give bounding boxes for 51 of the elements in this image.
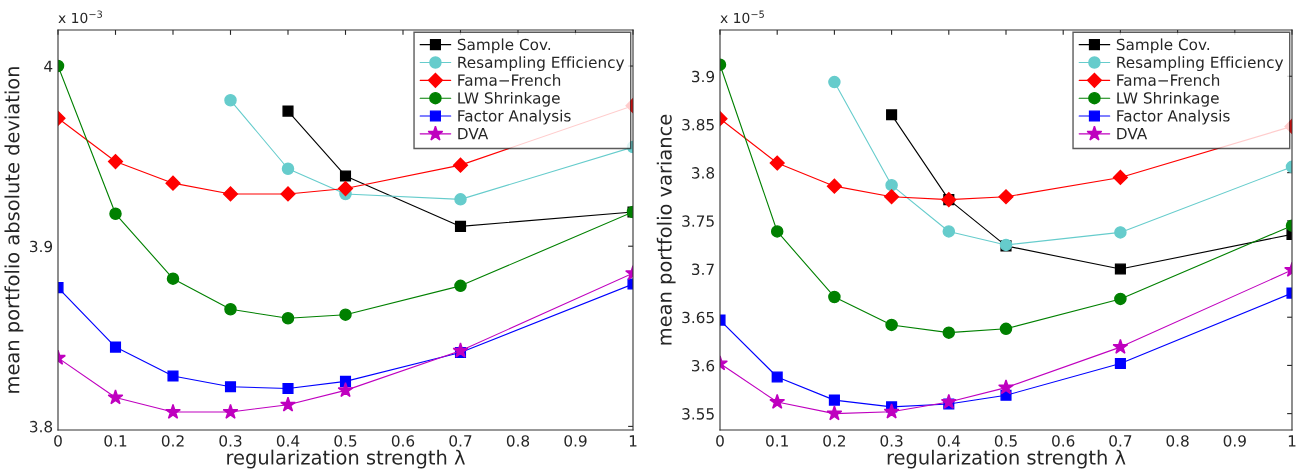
x-tick-label: 0.9 (1223, 435, 1246, 447)
y-tick-label: 3.8 (30, 420, 53, 433)
y-tick-label: 3.55 (682, 408, 714, 420)
x-tick-label: 1 (1288, 435, 1296, 447)
x-tick-label: 0.4 (276, 435, 300, 447)
x-tick-label: 0.7 (449, 435, 472, 447)
x-tick-label: 0.4 (937, 435, 961, 447)
legend-label: Fama−French (458, 74, 561, 86)
x-tick-label: 0.7 (1109, 435, 1132, 447)
x-axis-title: regularization strength λ (227, 449, 465, 469)
x-tick-label: 0.5 (994, 435, 1017, 447)
y-tick-label: 4 (44, 60, 53, 72)
legend-label: LW Shrinkage (1117, 91, 1219, 107)
y-tick-label: 3.75 (682, 215, 714, 227)
legend-label: Sample Cov. (457, 38, 551, 54)
y-tick-label: 3.65 (682, 311, 714, 324)
x-tick-label: 0.2 (823, 435, 846, 447)
legend-label: DVA (1117, 128, 1148, 140)
legend-label: LW Shrinkage (458, 91, 560, 107)
legend-label: Resampling Efficiency (1117, 56, 1284, 72)
x-tick-label: 0.1 (104, 435, 127, 447)
x-tick-label: 0.3 (219, 435, 242, 447)
y-tick-label: 3.7 (692, 263, 714, 276)
x-tick-label: 0.6 (391, 435, 415, 447)
x-tick-label: 0.1 (766, 435, 788, 447)
x-tick-label: 0.6 (1052, 435, 1075, 447)
y-tick-label: 3.85 (682, 118, 714, 131)
text: x 10$^{−3}$ (58, 10, 102, 24)
x-tick-label: 0.8 (1166, 435, 1189, 447)
legend-label: Fama−French (1117, 74, 1220, 86)
x-tick-label: 0.2 (161, 435, 184, 447)
x-tick-label: 1 (629, 435, 637, 447)
x-tick-label: 0 (716, 435, 724, 447)
text: x 10$^{−5}$ (720, 10, 764, 24)
legend-label: Factor Analysis (1117, 109, 1230, 125)
y-axis-title: mean portfolio variance (656, 114, 676, 345)
x-tick-label: 0 (54, 435, 62, 447)
legend-label: Resampling Efficiency (458, 56, 625, 72)
legend-label: Sample Cov. (1116, 38, 1210, 54)
legend-label: Factor Analysis (458, 109, 571, 125)
x-tick-label: 0.9 (564, 435, 587, 447)
y-axis-title: mean portfolio absolute deviation (4, 67, 24, 393)
y-tick-label: 3.8 (692, 167, 715, 179)
y-tick-label: 3.9 (692, 70, 715, 83)
y-tick-label: 3.9 (30, 240, 53, 253)
x-axis-title: regularization strength λ (887, 449, 1126, 469)
x-tick-label: 0.5 (334, 435, 357, 447)
legend-label: DVA (458, 128, 489, 140)
x-tick-label: 0.3 (880, 435, 903, 447)
y-tick-label: 3.6 (692, 359, 715, 372)
x-tick-label: 0.8 (506, 435, 530, 447)
